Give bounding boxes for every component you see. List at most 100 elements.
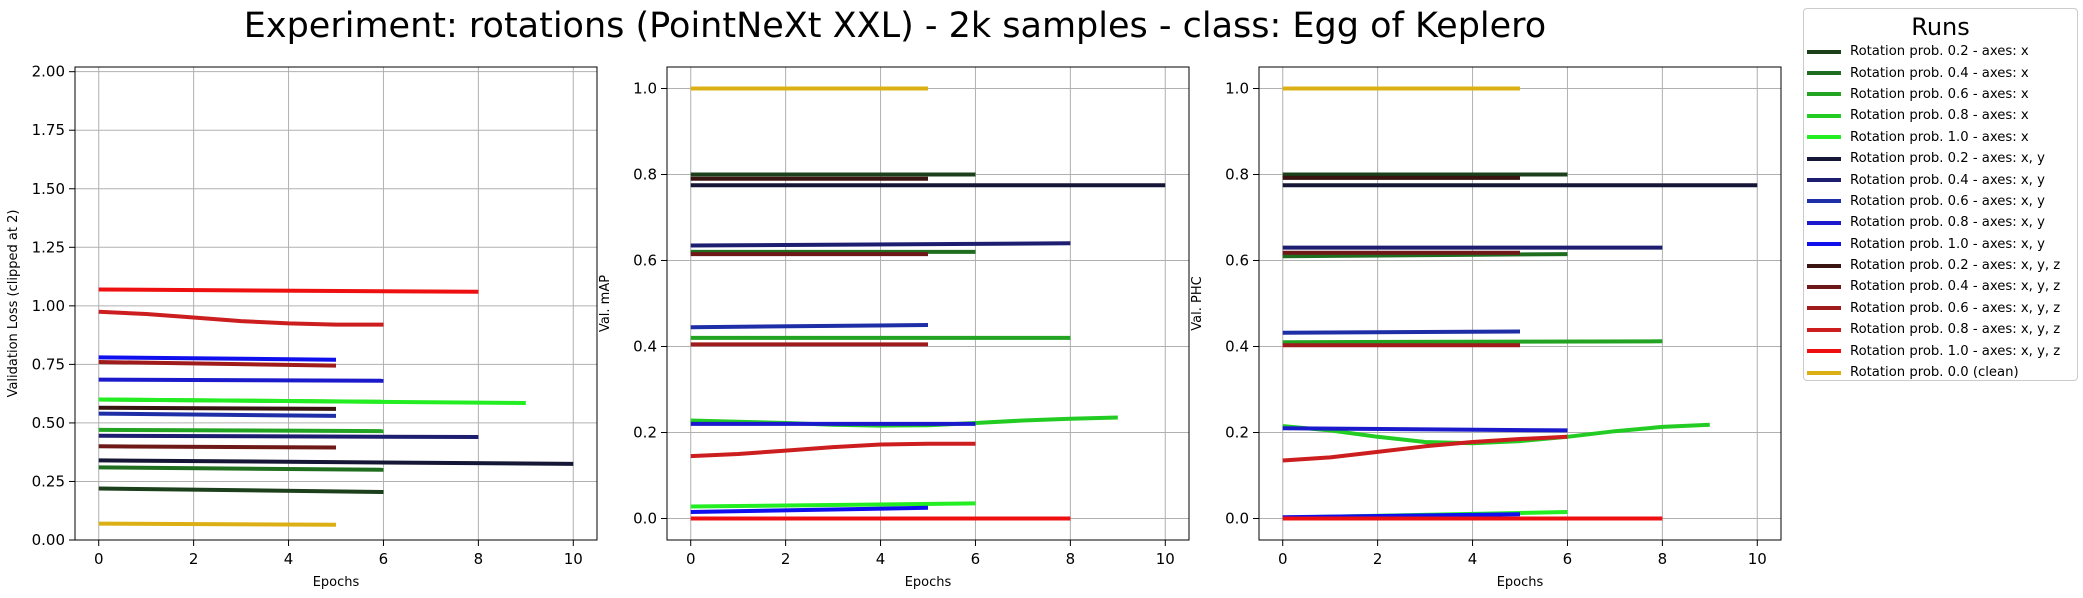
legend-label: Rotation prob. 0.4 - axes: x, y bbox=[1850, 172, 2045, 188]
x-tick-label: 8 bbox=[1066, 550, 1076, 568]
legend-swatch bbox=[1807, 156, 1841, 161]
y-tick-label: 0.2 bbox=[1225, 424, 1249, 442]
x-tick-label: 4 bbox=[1468, 550, 1478, 568]
legend-label: Rotation prob. 0.6 - axes: x, y, z bbox=[1850, 300, 2061, 316]
series-line bbox=[98, 486, 384, 494]
legend-swatch bbox=[1807, 370, 1841, 375]
legend: Runs Rotation prob. 0.2 - axes: x Rotatio… bbox=[1803, 8, 2078, 381]
series-line bbox=[98, 397, 526, 405]
legend-label: Rotation prob. 0.8 - axes: x, y bbox=[1850, 215, 2045, 231]
legend-label: Rotation prob. 0.6 - axes: x, y bbox=[1850, 193, 2045, 209]
y-tick-label: 0.50 bbox=[32, 414, 65, 432]
series-line bbox=[1282, 329, 1521, 335]
y-tick-label: 0.75 bbox=[32, 355, 65, 373]
legend-item: Rotation prob. 1.0 - axes: x, y bbox=[1804, 234, 2077, 255]
x-tick-label: 2 bbox=[781, 550, 791, 568]
plot-frame bbox=[1258, 66, 1782, 541]
series-line bbox=[98, 458, 574, 466]
series-line bbox=[98, 411, 337, 418]
legend-item: Rotation prob. 1.0 - axes: x bbox=[1804, 127, 2077, 148]
legend-item: Rotation prob. 0.8 - axes: x, y bbox=[1804, 212, 2077, 233]
x-tick-label: 8 bbox=[474, 550, 484, 568]
y-tick-label: 2.00 bbox=[32, 63, 65, 81]
legend-swatch bbox=[1807, 178, 1841, 183]
legend-item: Rotation prob. 0.2 - axes: x, y bbox=[1804, 148, 2077, 169]
legend-items: Rotation prob. 0.2 - axes: x Rotation pro… bbox=[1804, 41, 2077, 383]
series-line bbox=[98, 444, 337, 450]
y-tick-label: 0.25 bbox=[32, 472, 65, 490]
legend-swatch bbox=[1807, 135, 1841, 140]
chart-panel-3: 0 2 4 6 8 10 0.0 0.2 0.4 0.6 0.8 1.0 Epochs Val. PHC bbox=[1190, 66, 1782, 590]
x-tick-label: 6 bbox=[971, 550, 981, 568]
y-tick-label: 0.0 bbox=[1225, 510, 1249, 528]
y-axis-label: Val. mAP bbox=[598, 275, 613, 332]
legend-swatch bbox=[1807, 220, 1841, 225]
legend-swatch bbox=[1807, 199, 1841, 204]
x-axis-label: Epochs bbox=[905, 575, 952, 590]
plot-frame bbox=[74, 66, 598, 541]
y-tick-label: 1.0 bbox=[633, 80, 657, 98]
series-line bbox=[98, 287, 479, 294]
legend-swatch bbox=[1807, 263, 1841, 268]
x-tick-label: 4 bbox=[284, 550, 294, 568]
legend-label: Rotation prob. 0.2 - axes: x, y, z bbox=[1850, 258, 2061, 274]
legend-item: Rotation prob. 0.2 - axes: x bbox=[1804, 41, 2077, 62]
y-tick-label: 1.0 bbox=[1225, 80, 1249, 98]
legend-item: Rotation prob. 1.0 - axes: x, y, z bbox=[1804, 340, 2077, 361]
legend-swatch bbox=[1807, 349, 1841, 354]
chart-panel-1: 0 2 4 6 8 10 0.00 0.25 0.50 0.75 1.00 1.25 1.50 1.75 2… bbox=[6, 63, 598, 590]
series-line bbox=[1282, 252, 1568, 259]
legend-swatch bbox=[1807, 284, 1841, 289]
x-tick-label: 6 bbox=[1563, 550, 1573, 568]
series-line bbox=[98, 377, 384, 383]
charts-canvas: 0 2 4 6 8 100.000.250.500.751.001.251.501.752… bbox=[6, 63, 1782, 590]
y-tick-label: 0.2 bbox=[633, 424, 657, 442]
x-tick-label: 0 bbox=[94, 550, 104, 568]
x-axis-label: Epochs bbox=[313, 575, 360, 590]
legend-item: Rotation prob. 0.4 - axes: x, y, z bbox=[1804, 276, 2077, 297]
y-axis-label: Validation Loss (clipped at 2) bbox=[6, 210, 21, 398]
y-tick-label: 1.00 bbox=[32, 297, 65, 315]
legend-swatch bbox=[1807, 71, 1841, 76]
x-tick-label: 8 bbox=[1658, 550, 1668, 568]
legend-label: Rotation prob. 0.6 - axes: x bbox=[1850, 86, 2029, 102]
legend-item: Rotation prob. 0.6 - axes: x, y, z bbox=[1804, 298, 2077, 319]
x-tick-label: 0 bbox=[686, 550, 696, 568]
figure-title: Experiment: rotations (PointNeXt XXL) - … bbox=[243, 6, 1547, 46]
y-tick-label: 0.6 bbox=[1225, 252, 1249, 270]
series-line bbox=[98, 465, 384, 472]
x-tick-label: 2 bbox=[1373, 550, 1383, 568]
series-line bbox=[690, 441, 976, 459]
series-line bbox=[1282, 426, 1568, 433]
y-tick-label: 0.8 bbox=[633, 166, 657, 184]
legend-swatch bbox=[1807, 92, 1841, 97]
series-line bbox=[690, 323, 929, 330]
legend-label: Rotation prob. 0.2 - axes: x, y bbox=[1850, 151, 2045, 167]
y-tick-label: 0.4 bbox=[633, 338, 657, 356]
y-axis-label: Val. PHC bbox=[1190, 276, 1205, 330]
legend-label: Rotation prob. 0.0 (clean) bbox=[1850, 365, 2019, 381]
legend-item: Rotation prob. 0.8 - axes: x, y, z bbox=[1804, 319, 2077, 340]
series-line bbox=[98, 309, 384, 327]
x-tick-label: 4 bbox=[876, 550, 886, 568]
x-tick-label: 10 bbox=[1156, 550, 1175, 568]
legend-label: Rotation prob. 0.4 - axes: x, y, z bbox=[1850, 279, 2061, 295]
series-line bbox=[98, 433, 479, 439]
legend-label: Rotation prob. 0.2 - axes: x bbox=[1850, 44, 2029, 60]
y-tick-label: 1.25 bbox=[32, 238, 65, 256]
x-tick-label: 10 bbox=[564, 550, 583, 568]
series-line bbox=[98, 521, 337, 527]
series-line bbox=[98, 355, 337, 362]
series-line bbox=[98, 405, 337, 411]
legend-label: Rotation prob. 0.4 - axes: x bbox=[1850, 65, 2029, 81]
legend-item: Rotation prob. 0.2 - axes: x, y, z bbox=[1804, 255, 2077, 276]
y-tick-label: 1.75 bbox=[32, 121, 65, 139]
x-tick-label: 6 bbox=[379, 550, 389, 568]
series-line bbox=[98, 427, 384, 434]
x-tick-label: 10 bbox=[1748, 550, 1767, 568]
y-tick-label: 0.6 bbox=[633, 252, 657, 270]
legend-label: Rotation prob. 1.0 - axes: x bbox=[1850, 129, 2029, 145]
legend-label: Rotation prob. 1.0 - axes: x, y bbox=[1850, 236, 2045, 252]
x-tick-label: 2 bbox=[189, 550, 199, 568]
